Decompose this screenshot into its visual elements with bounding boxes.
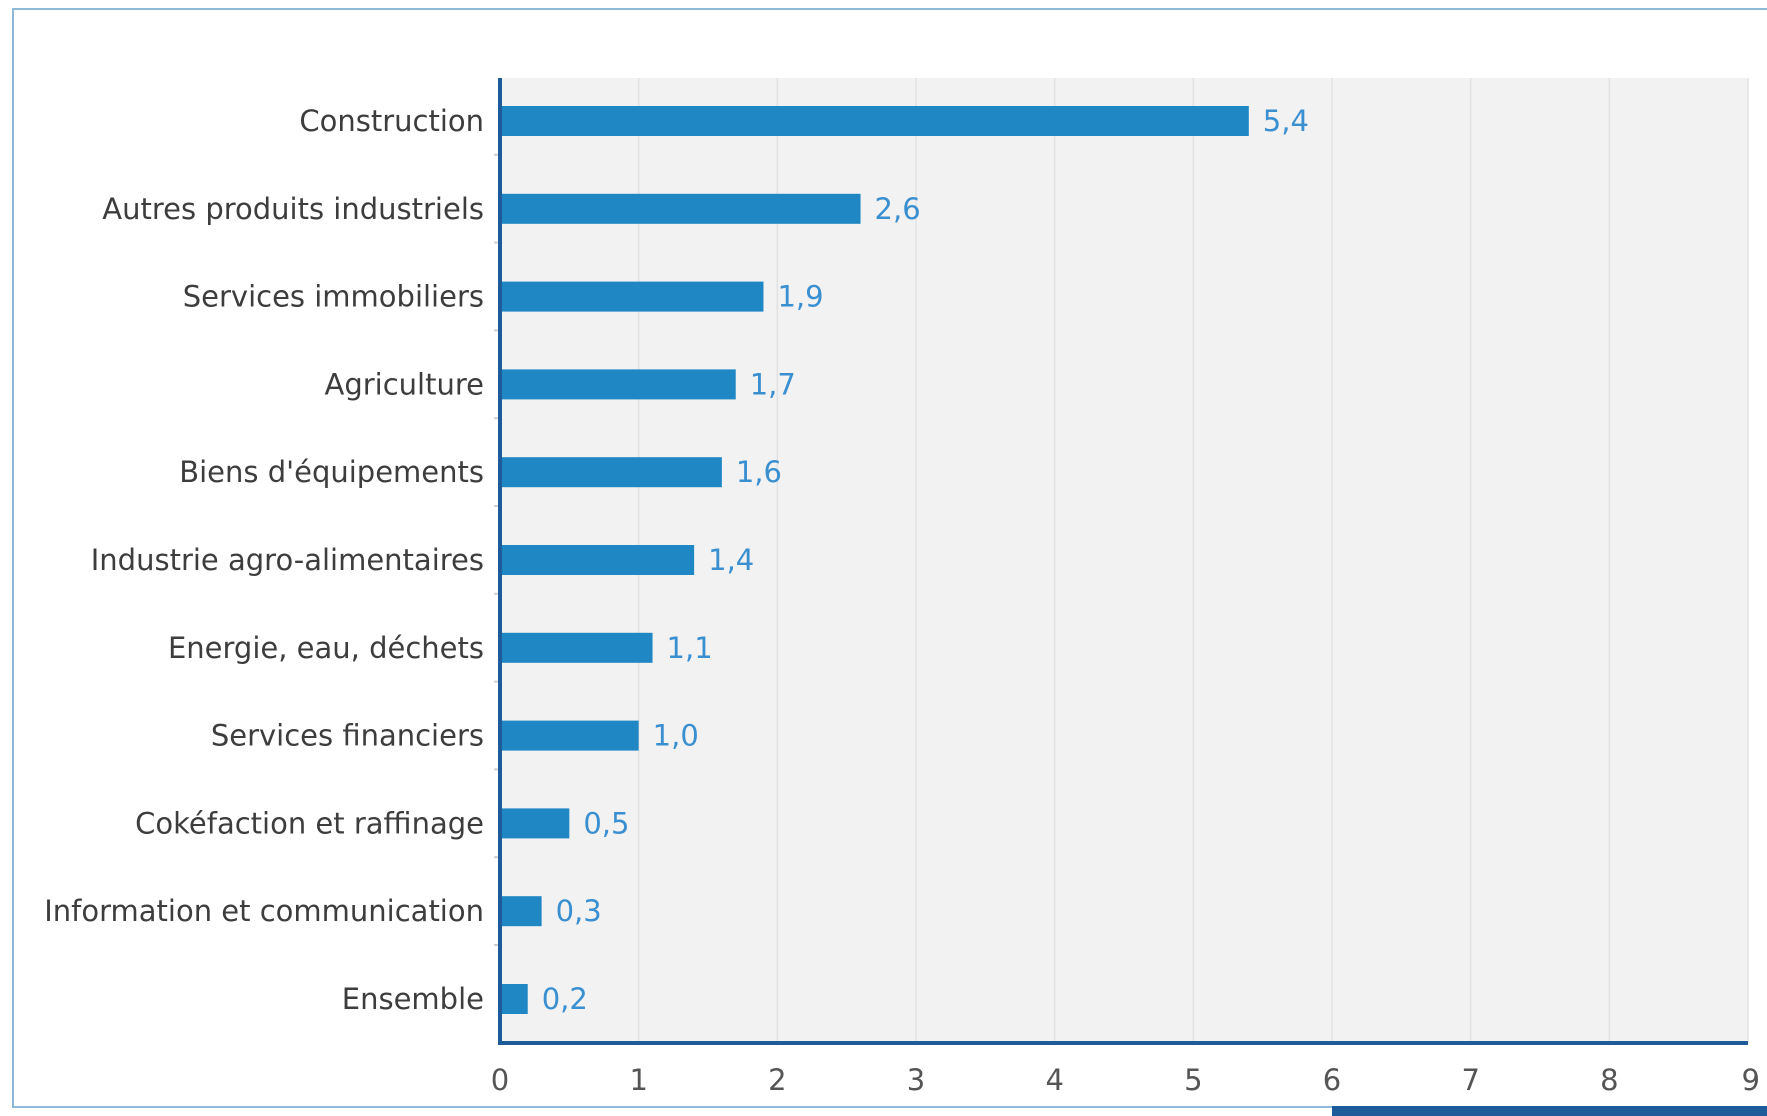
value-label: 2,6 [875, 192, 921, 226]
axes [494, 78, 1748, 1045]
bar-3 [502, 369, 736, 400]
x-tick-labels: 0 1 2 3 4 5 6 7 8 9 [491, 1063, 1760, 1097]
category-label: Information et communication [44, 894, 484, 928]
x-tick-label: 2 [768, 1063, 786, 1097]
value-label: 1,4 [708, 543, 754, 577]
x-tick-label: 3 [907, 1063, 925, 1097]
value-label: 1,9 [777, 280, 823, 314]
bar-10 [502, 984, 528, 1014]
category-label: Cokéfaction et raffinage [135, 806, 484, 840]
category-label: Agriculture [325, 367, 485, 401]
x-tick-label: 0 [491, 1063, 509, 1097]
gridlines [637, 78, 1749, 1043]
bar-1 [502, 193, 861, 224]
value-label: 0,5 [583, 806, 629, 840]
category-label: Services immobiliers [183, 280, 484, 314]
x-tick-label: 5 [1184, 1063, 1202, 1097]
bar-6 [502, 632, 653, 663]
category-label: Energie, eau, déchets [168, 631, 484, 665]
x-tick-label: 8 [1600, 1063, 1618, 1097]
bar-8 [502, 808, 570, 839]
value-labels: 5,4 2,6 1,9 1,7 1,6 1,4 1,1 1,0 0,5 0,3 0,2 [542, 104, 1309, 1016]
value-label: 1,6 [736, 455, 782, 489]
plot-area [500, 78, 1748, 1043]
category-label: Industrie agro-alimentaires [91, 543, 484, 577]
x-tick-label: 7 [1461, 1063, 1479, 1097]
x-tick-label: 1 [629, 1063, 647, 1097]
x-tick-label: 6 [1323, 1063, 1341, 1097]
bottom-accent-band [1332, 1106, 1767, 1116]
bar-7 [502, 720, 639, 751]
value-label: 0,2 [542, 982, 588, 1016]
category-labels: Construction Autres produits industriels S… [44, 104, 484, 1016]
bars [502, 106, 1249, 1014]
category-label: Services financiers [211, 719, 484, 753]
category-label: Biens d'équipements [179, 455, 484, 489]
bar-5 [502, 545, 695, 575]
value-label: 1,0 [653, 719, 699, 753]
value-label: 1,7 [750, 367, 796, 401]
category-label: Autres produits industriels [102, 192, 484, 226]
category-label: Construction [299, 104, 484, 138]
value-label: 1,1 [667, 631, 713, 665]
bar-9 [502, 896, 542, 927]
category-label: Ensemble [342, 982, 484, 1016]
value-label: 0,3 [556, 894, 602, 928]
value-label: 5,4 [1263, 104, 1309, 138]
x-tick-label: 4 [1045, 1063, 1063, 1097]
bar-2 [502, 281, 764, 312]
x-tick-label: 9 [1742, 1063, 1760, 1097]
bar-0 [502, 106, 1249, 136]
bar-4 [502, 457, 722, 488]
